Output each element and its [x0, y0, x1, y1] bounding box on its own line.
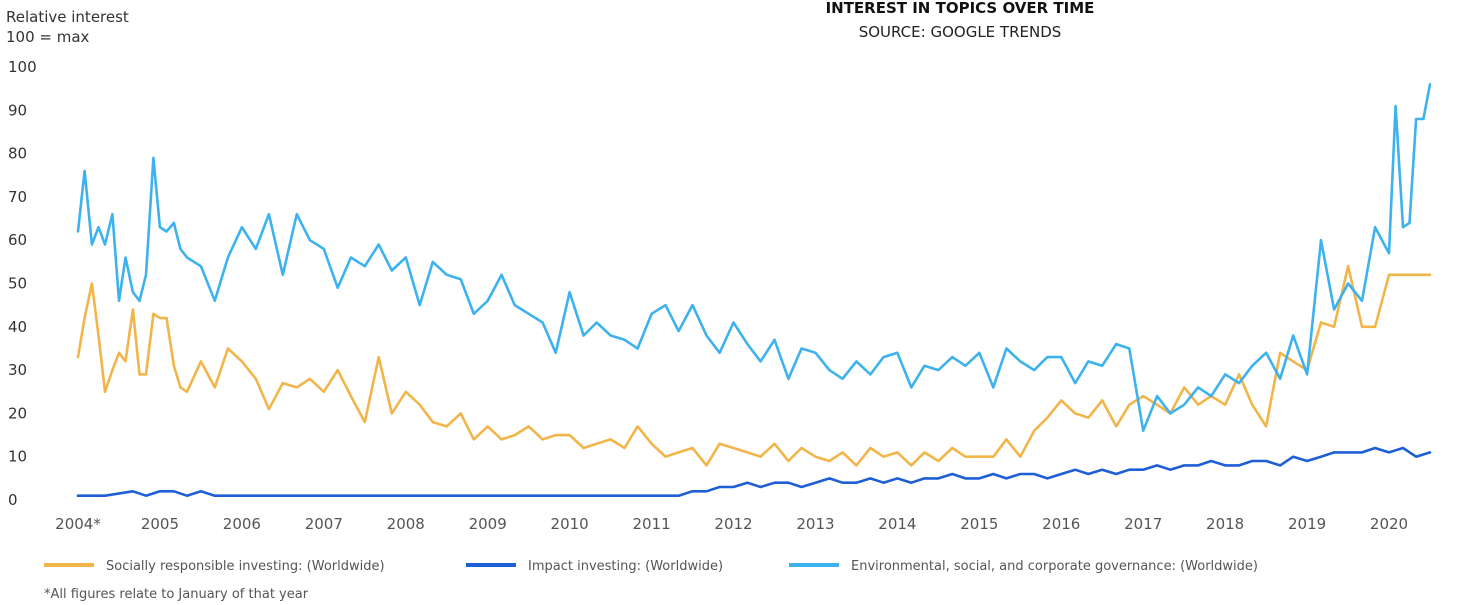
- chart-subtitle: SOURCE: GOOGLE TRENDS: [859, 23, 1062, 41]
- y-axis-label: Relative interest: [6, 8, 129, 26]
- y-tick-label: 0: [8, 491, 18, 509]
- y-tick-label: 30: [8, 361, 27, 379]
- series-line-3: [76, 83, 1432, 433]
- y-tick-label: 60: [8, 231, 27, 249]
- y-tick-label: 90: [8, 101, 27, 119]
- legend-label-3: Environmental, social, and corporate gov…: [851, 559, 1258, 574]
- series-lines: [76, 83, 1432, 498]
- x-tick-label: 2017: [1124, 515, 1162, 533]
- x-tick-label: 2009: [469, 515, 507, 533]
- x-axis-ticks: 2004* 2005 2006 2007 2008 2009 2010 2011 2012 201…: [55, 515, 1408, 533]
- series-line-2: [76, 446, 1432, 498]
- x-tick-label: 2019: [1288, 515, 1326, 533]
- legend: Socially responsible investing: (Worldwi…: [44, 559, 1258, 574]
- x-tick-label: 2011: [632, 515, 670, 533]
- x-tick-label: 2006: [223, 515, 261, 533]
- footnote: *All figures relate to January of that y…: [44, 587, 309, 602]
- y-axis-label-unit: 100 = max: [6, 28, 90, 46]
- x-tick-label: 2008: [387, 515, 425, 533]
- y-axis-ticks: 0 10 20 30 40 50 60 70 80 90 100: [8, 58, 37, 509]
- y-tick-label: 80: [8, 145, 27, 163]
- series-line-1: [76, 264, 1432, 467]
- y-tick-label: 50: [8, 275, 27, 293]
- y-tick-label: 40: [8, 318, 27, 336]
- x-tick-label: 2004*: [55, 515, 101, 533]
- x-tick-label: 2020: [1370, 515, 1408, 533]
- x-tick-label: 2014: [878, 515, 916, 533]
- legend-label-2: Impact investing: (Worldwide): [528, 559, 723, 574]
- x-tick-label: 2007: [305, 515, 343, 533]
- y-tick-label: 100: [8, 58, 37, 76]
- x-tick-label: 2013: [796, 515, 834, 533]
- y-tick-label: 10: [8, 448, 27, 466]
- x-tick-label: 2015: [960, 515, 998, 533]
- y-tick-label: 70: [8, 188, 27, 206]
- x-tick-label: 2010: [551, 515, 589, 533]
- x-tick-label: 2012: [714, 515, 752, 533]
- y-tick-label: 20: [8, 404, 27, 422]
- legend-label-1: Socially responsible investing: (Worldwi…: [106, 559, 385, 574]
- x-tick-label: 2005: [141, 515, 179, 533]
- chart-title: INTEREST IN TOPICS OVER TIME: [826, 0, 1095, 17]
- x-tick-label: 2018: [1206, 515, 1244, 533]
- x-tick-label: 2016: [1042, 515, 1080, 533]
